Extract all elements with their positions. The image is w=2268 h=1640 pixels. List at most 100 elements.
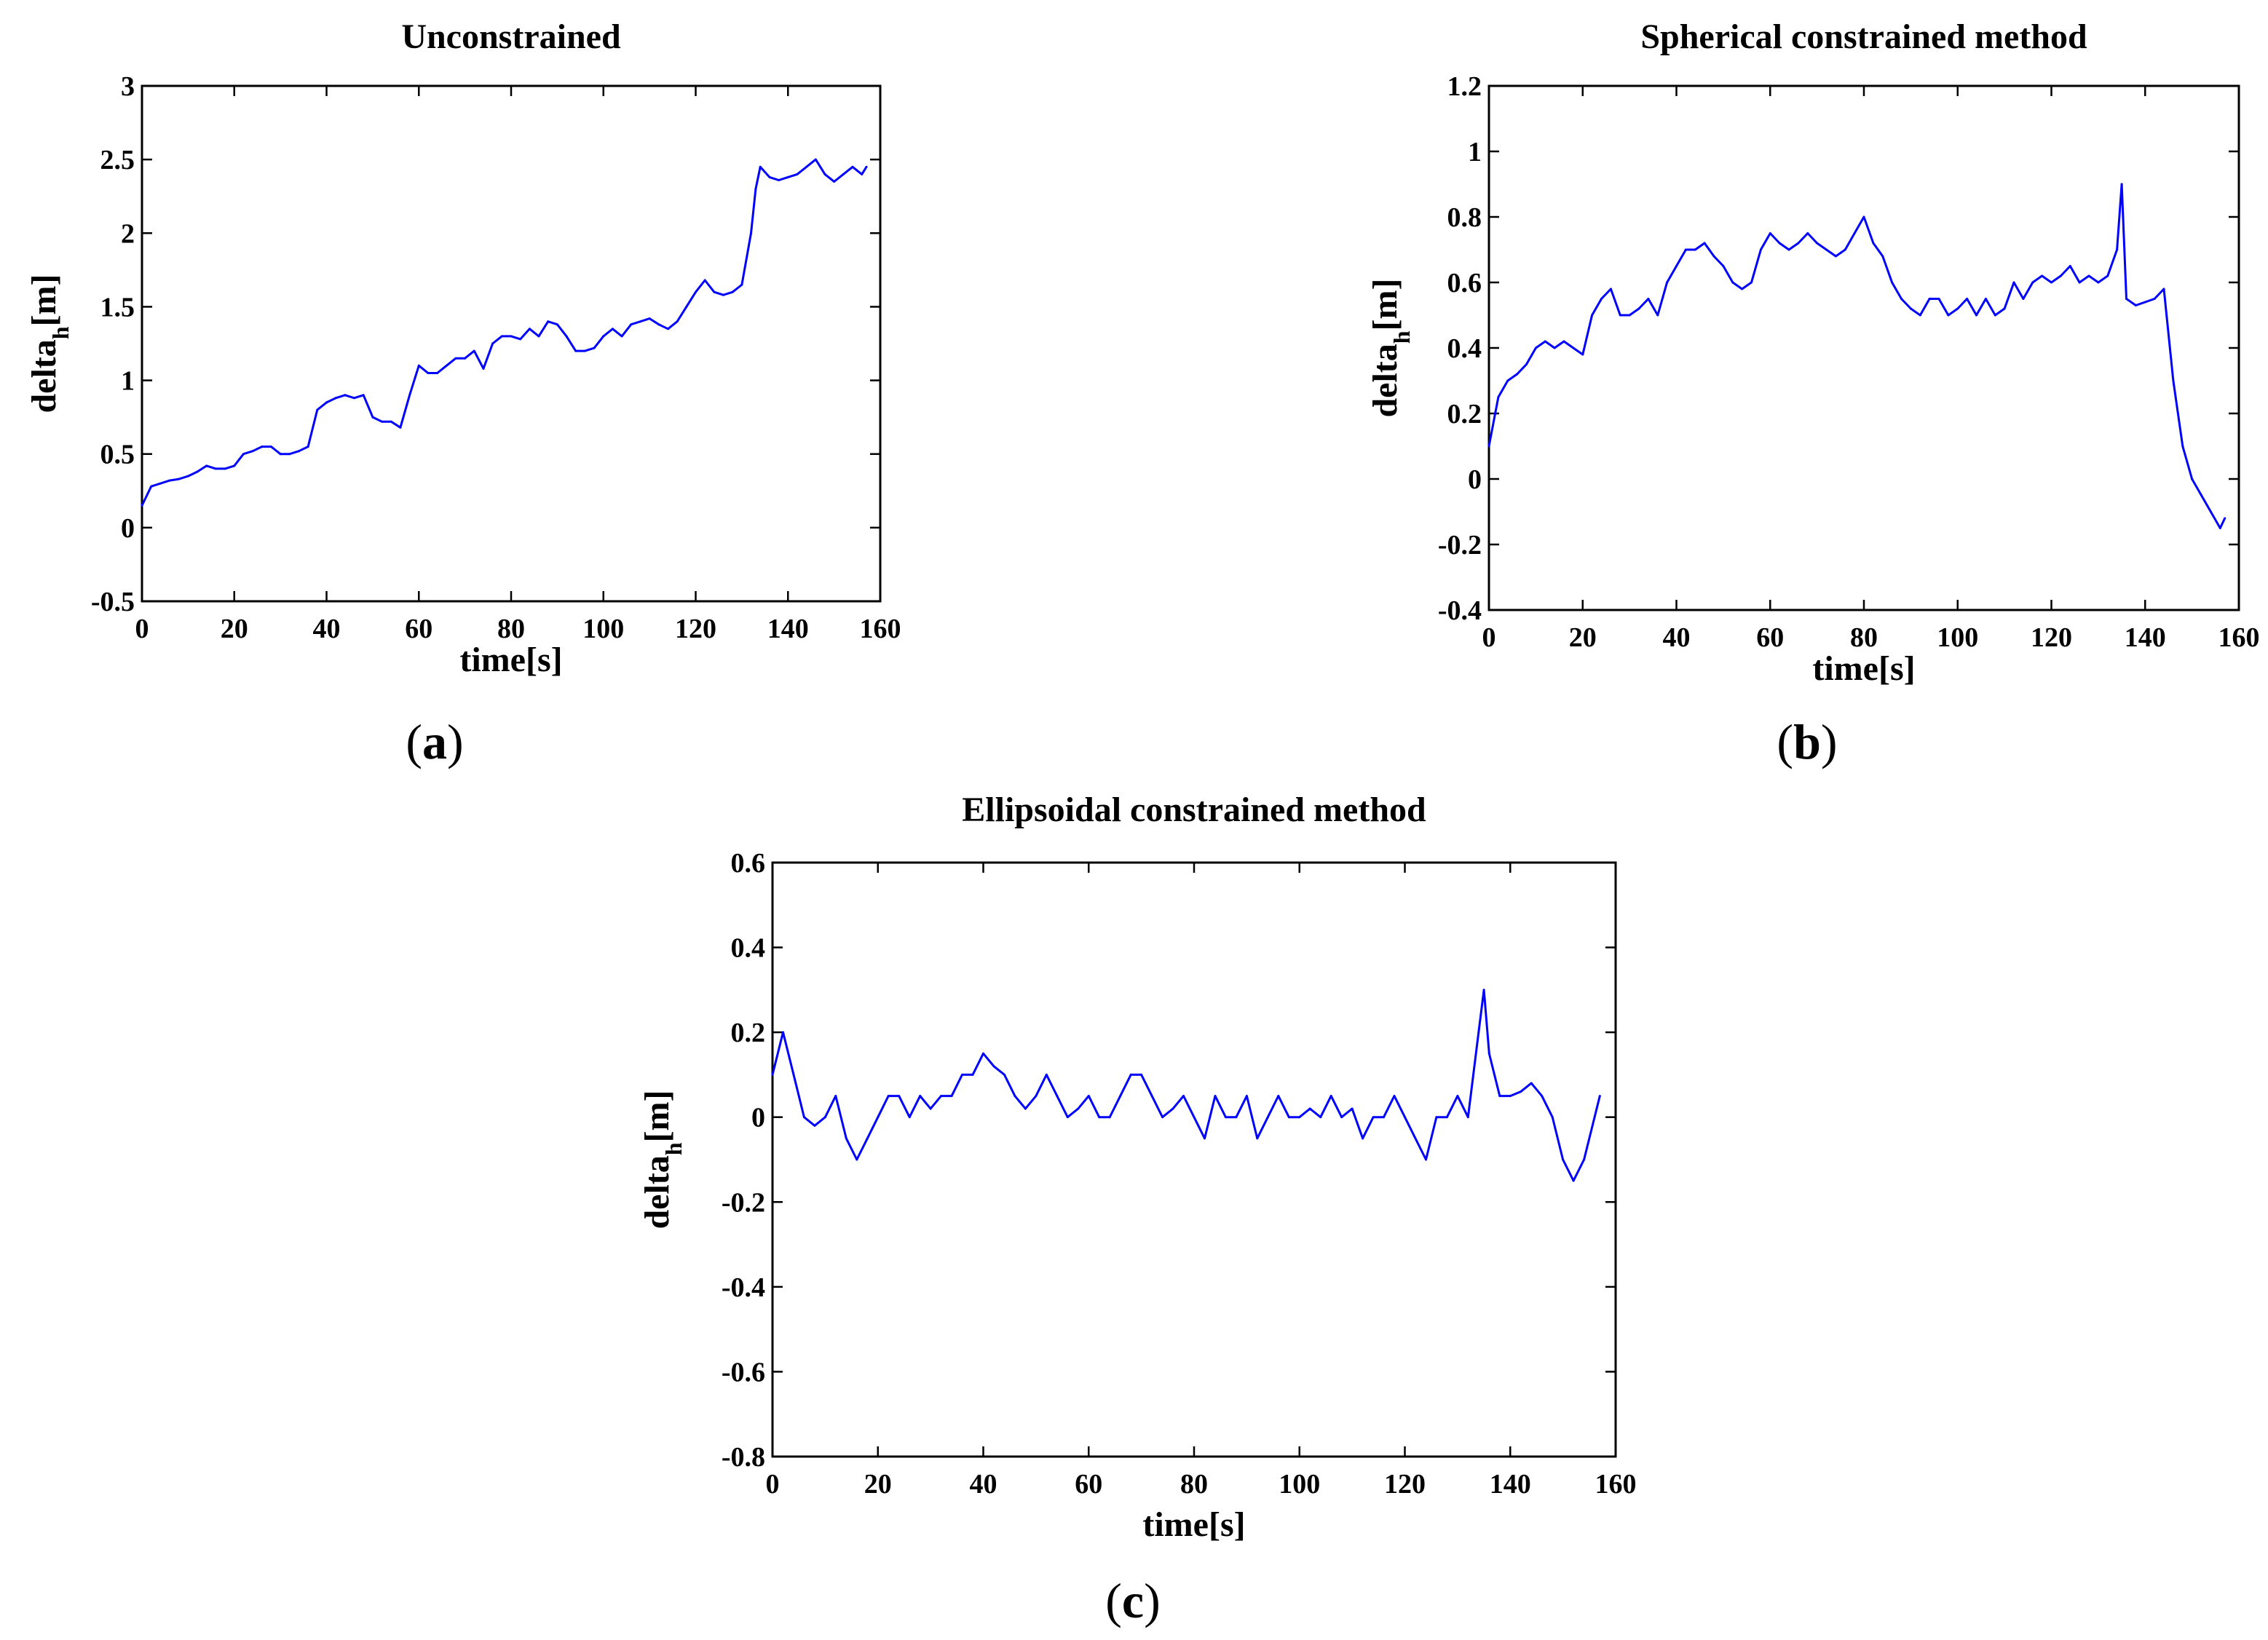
data-point: [833, 181, 836, 183]
data-point: [316, 408, 319, 411]
data-point: [491, 342, 494, 345]
data-point: [2209, 510, 2212, 513]
data-point: [919, 1095, 922, 1098]
data-point: [1656, 314, 1659, 317]
data-point: [782, 1031, 784, 1034]
data-point: [1509, 1095, 1512, 1098]
x-tick-label: 100: [1937, 622, 1978, 653]
data-point: [1351, 1107, 1354, 1110]
data-point: [1722, 265, 1725, 267]
y-axis-label: deltah[m]: [638, 1090, 687, 1229]
data-point: [805, 165, 808, 168]
data-point: [1647, 298, 1650, 300]
data-point: [2125, 298, 2127, 300]
data-point: [861, 173, 864, 175]
data-point: [2022, 298, 2025, 300]
data-point: [1298, 1116, 1301, 1119]
data-point: [851, 165, 854, 168]
data-point: [2087, 274, 2090, 277]
data-point: [602, 335, 605, 338]
data-point: [1600, 298, 1603, 300]
x-tick-label: 20: [864, 1469, 892, 1500]
data-point: [537, 335, 540, 338]
x-tick-label: 20: [1569, 622, 1597, 653]
data-point: [344, 394, 347, 397]
data-point: [2120, 183, 2123, 186]
x-tick-label: 40: [970, 1469, 997, 1500]
data-point: [1684, 248, 1687, 251]
data-point: [1891, 281, 1894, 284]
data-point: [399, 426, 402, 429]
data-point: [371, 416, 374, 419]
data-point: [1769, 232, 1771, 234]
panel-c-ellipsoidal: Ellipsoidal constrained method 0 20 40 60 80 1…: [638, 791, 1637, 1628]
data-point: [1014, 1095, 1016, 1098]
x-tick-label: 140: [2125, 622, 2166, 653]
y-tick-label: -0.8: [722, 1442, 765, 1473]
data-point: [445, 364, 448, 367]
y-tick-label: 0.6: [1447, 268, 1482, 298]
data-point: [950, 1095, 953, 1098]
data-point: [1362, 1137, 1364, 1140]
data-point: [1329, 1095, 1332, 1098]
data-point: [1087, 1095, 1090, 1098]
x-tick-label: 80: [497, 614, 525, 644]
data-point: [556, 323, 558, 326]
data-point: [1425, 1158, 1427, 1161]
data-point: [2069, 265, 2071, 267]
data-point: [2143, 301, 2146, 304]
data-point: [186, 475, 189, 478]
data-point: [168, 479, 171, 482]
data-point: [2200, 494, 2202, 496]
data-point: [1541, 1095, 1544, 1098]
data-point: [1119, 1095, 1122, 1098]
data-point: [1098, 1116, 1101, 1119]
x-tick-label: 100: [1279, 1469, 1320, 1500]
data-point: [261, 445, 264, 448]
x-tick-label: 80: [1850, 622, 1878, 653]
data-point: [1182, 1095, 1185, 1098]
data-point: [2078, 281, 2081, 284]
data-point: [759, 165, 762, 168]
data-point: [1609, 288, 1612, 290]
data-point: [1675, 265, 1678, 267]
data-point: [473, 349, 475, 352]
data-point: [740, 283, 743, 286]
caption-close: ): [447, 714, 464, 769]
data-point: [731, 290, 734, 293]
y-tick-label: 0.2: [731, 1018, 766, 1048]
data-point: [1994, 314, 1996, 317]
data-point: [417, 364, 420, 367]
y-tick-label: 0: [121, 513, 135, 544]
data-point: [982, 1052, 984, 1055]
data-point: [1129, 1073, 1132, 1076]
data-point: [768, 175, 771, 178]
data-point: [1825, 248, 1828, 251]
caption-letter: c: [1122, 1573, 1144, 1628]
x-axis-label: time[s]: [459, 641, 562, 679]
y-tick-label: -0.2: [1438, 530, 1482, 560]
data-point: [1862, 215, 1865, 218]
data-point: [269, 445, 272, 448]
data-point: [1919, 314, 1921, 317]
data-point: [1477, 1031, 1480, 1034]
data-point: [792, 1073, 795, 1076]
data-point: [288, 453, 291, 456]
x-tick-label: 0: [766, 1469, 780, 1500]
data-point: [298, 450, 300, 453]
data-point: [242, 453, 245, 456]
data-point: [1193, 1116, 1196, 1119]
data-point: [2050, 281, 2052, 284]
data-point: [1872, 242, 1875, 245]
data-point: [1806, 232, 1809, 234]
data-point: [1553, 346, 1556, 349]
data-point: [2172, 379, 2175, 382]
data-point: [1525, 363, 1528, 365]
data-point: [1572, 1179, 1575, 1182]
data-point: [2162, 288, 2165, 290]
data-point: [2012, 281, 2015, 284]
data-point: [866, 1137, 869, 1140]
data-point: [390, 420, 392, 423]
y-tick-label: 0.8: [1447, 202, 1482, 233]
